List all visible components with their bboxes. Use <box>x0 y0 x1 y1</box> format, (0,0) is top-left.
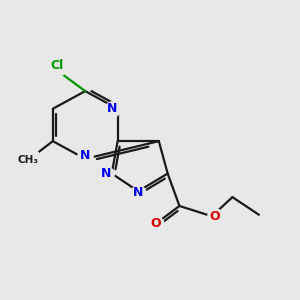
Text: N: N <box>80 149 90 162</box>
Text: CH₃: CH₃ <box>17 155 38 165</box>
Text: N: N <box>100 167 111 180</box>
Text: Cl: Cl <box>51 59 64 72</box>
Text: O: O <box>151 217 161 230</box>
Text: O: O <box>209 210 220 223</box>
Text: N: N <box>133 186 143 199</box>
Text: N: N <box>106 102 117 115</box>
